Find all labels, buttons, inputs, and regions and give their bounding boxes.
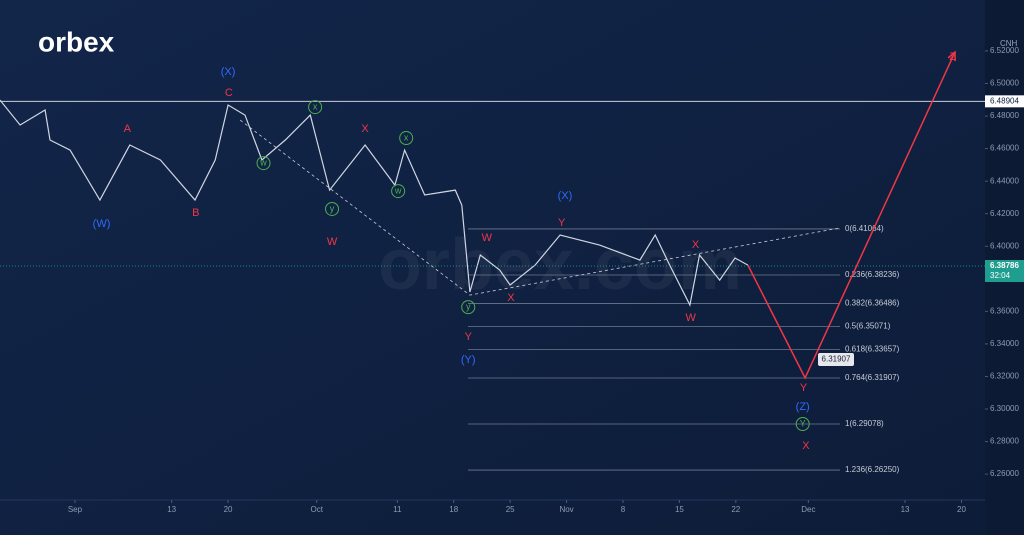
- fib-label: 1.236(6.26250): [845, 465, 900, 474]
- wave-label: (X): [221, 66, 236, 78]
- wave-circle: [308, 100, 323, 115]
- wave-label: (X): [558, 190, 573, 202]
- target-label: 6.31907: [822, 355, 851, 364]
- fib-label: 1(6.29078): [845, 419, 884, 428]
- y-tick-label: 6.42000: [990, 209, 1019, 218]
- countdown: 32:04: [990, 271, 1011, 280]
- y-tick-label: 6.44000: [990, 176, 1019, 185]
- wave-label: Y: [800, 418, 806, 428]
- wave-label: C: [225, 87, 233, 99]
- y-tick-label: 6.46000: [990, 144, 1019, 153]
- fib-label: 0.764(6.31907): [845, 373, 900, 382]
- x-tick-label: 8: [621, 505, 626, 514]
- resistance-label: 6.48904: [990, 96, 1019, 105]
- y-tick-label: 6.36000: [990, 306, 1019, 315]
- wave-label: (W): [93, 218, 111, 230]
- wave-circle: [391, 184, 406, 199]
- target-tag: [818, 352, 854, 366]
- wave-circle: [795, 416, 810, 431]
- wave-label: (Y): [461, 354, 476, 366]
- wave-label: y: [330, 203, 335, 213]
- x-tick-label: Dec: [801, 505, 815, 514]
- y-tick-label: 6.28000: [990, 437, 1019, 446]
- wave-label: B: [192, 207, 199, 219]
- x-tick-label: 22: [731, 505, 740, 514]
- trendline: [239, 119, 840, 296]
- x-tick-label: Nov: [559, 505, 573, 514]
- y-tick-label: 6.48000: [990, 111, 1019, 120]
- fib-label: 0(6.41064): [845, 224, 884, 233]
- wave-circle: [461, 300, 476, 315]
- y-tick-label: 6.30000: [990, 404, 1019, 413]
- fib-label: 0.618(6.33657): [845, 345, 900, 354]
- y-tick-label: 6.32000: [990, 372, 1019, 381]
- x-tick-label: 13: [901, 505, 910, 514]
- wave-label: w: [394, 185, 402, 195]
- last-price-label: 6.38786: [990, 261, 1019, 270]
- projection-arrowhead: [947, 50, 956, 62]
- wave-label: Z: [949, 51, 956, 63]
- fib-label: 0.5(6.35071): [845, 322, 891, 331]
- logo[interactable]: orbex: [38, 26, 115, 57]
- watermark: orbex.com: [378, 225, 742, 305]
- wave-label: W: [327, 236, 338, 248]
- wave-label: W: [482, 232, 493, 244]
- wave-label: W: [685, 312, 696, 324]
- wave-label: Y: [465, 331, 473, 343]
- x-tick-label: 18: [449, 505, 458, 514]
- wave-circle: [399, 131, 414, 146]
- x-tick-label: 20: [224, 505, 233, 514]
- fib-label: 0.382(6.36486): [845, 299, 900, 308]
- x-tick-label: 11: [393, 505, 402, 514]
- x-tick-label: 13: [167, 505, 176, 514]
- x-tick-label: Oct: [311, 505, 324, 514]
- last-price-tag: [985, 260, 1024, 283]
- wave-label: X: [507, 292, 515, 304]
- wave-circle: [256, 156, 271, 171]
- wave-label: y: [466, 302, 471, 312]
- x-tick-label: 25: [506, 505, 515, 514]
- projection-line: [747, 51, 956, 380]
- y-tick-label: 6.40000: [990, 241, 1019, 250]
- resistance-tag: [985, 95, 1024, 108]
- y-tick-label: 6.34000: [990, 339, 1019, 348]
- wave-label: x: [313, 101, 318, 111]
- symbol: CNH: [1000, 39, 1018, 48]
- wave-circle: [325, 201, 340, 216]
- wave-label: X: [361, 123, 369, 135]
- wave-label: A: [124, 123, 132, 135]
- wave-label: (Z): [796, 401, 810, 413]
- x-tick-label: Sep: [68, 505, 83, 514]
- price-line: [0, 99, 749, 307]
- wave-label: x: [404, 132, 409, 142]
- wave-label: Y: [800, 382, 808, 394]
- wave-label: X: [692, 239, 700, 251]
- x-tick-label: 15: [675, 505, 684, 514]
- y-tick-label: 6.50000: [990, 79, 1019, 88]
- fib-label: 0.236(6.38236): [845, 270, 900, 279]
- wave-label: w: [259, 157, 267, 167]
- y-tick-label: 6.26000: [990, 469, 1019, 478]
- y-tick-label: 6.52000: [990, 46, 1019, 55]
- wave-label: X: [802, 440, 810, 452]
- wave-label: Y: [558, 217, 566, 229]
- x-tick-label: 20: [957, 505, 966, 514]
